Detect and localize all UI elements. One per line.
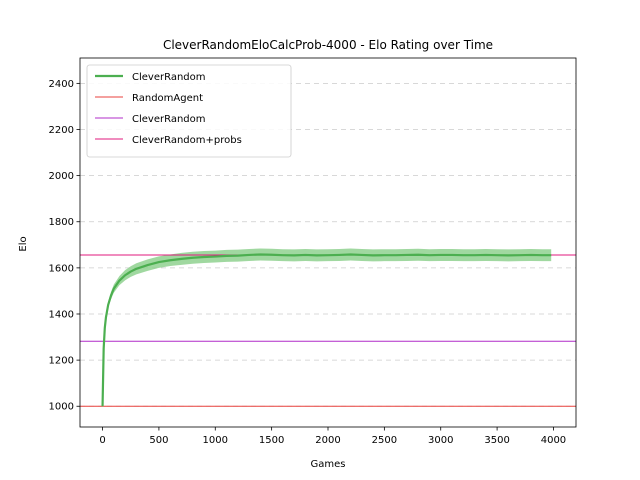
legend-box (86, 64, 292, 158)
x-axis-label: Games (311, 459, 346, 470)
x-tick-label: 0 (99, 435, 105, 446)
y-axis-ticks: 1000 1200 1400 1600 1800 2000 2200 2400 (49, 79, 80, 413)
y-tick-label: 1600 (49, 263, 74, 274)
series-layer (101, 253, 552, 407)
x-tick-label: 1500 (259, 435, 284, 446)
y-tick-label: 1400 (49, 309, 74, 320)
legend-label-2: CleverRandom (132, 114, 206, 125)
y-tick-label: 1200 (49, 356, 74, 367)
series-line-0 (101, 253, 552, 407)
x-tick-label: 4000 (541, 435, 566, 446)
x-axis-ticks: 0 500 1000 1500 2000 2500 3000 3500 4000 (99, 427, 566, 446)
x-tick-label: 3000 (428, 435, 453, 446)
legend: CleverRandom RandomAgent CleverRandom Cleve… (86, 64, 292, 158)
x-tick-label: 2000 (315, 435, 340, 446)
legend-label-1: RandomAgent (132, 93, 203, 104)
legend-label-3: CleverRandom+probs (132, 135, 242, 146)
chart-title: CleverRandomEloCalcProb-4000 - Elo Ratin… (163, 38, 493, 52)
y-tick-label: 2200 (49, 125, 74, 136)
x-tick-label: 3500 (484, 435, 509, 446)
x-tick-label: 1000 (203, 435, 228, 446)
y-tick-label: 1800 (49, 217, 74, 228)
y-tick-label: 1000 (49, 402, 74, 413)
x-tick-label: 500 (149, 435, 168, 446)
legend-label-0: CleverRandom (132, 72, 206, 83)
x-tick-label: 2500 (372, 435, 397, 446)
y-tick-label: 2000 (49, 171, 74, 182)
y-axis-label: Elo (18, 236, 29, 251)
y-tick-label: 2400 (49, 79, 74, 90)
